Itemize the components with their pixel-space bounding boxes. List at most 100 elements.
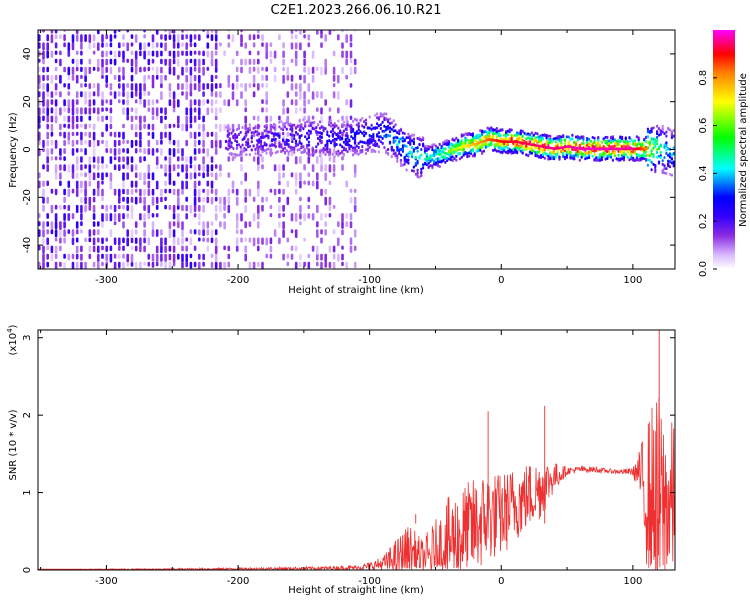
spectrogram-cell [275,151,277,154]
spectrogram-cell [80,91,83,97]
spectrogram-cell [76,221,79,229]
spectrogram-cell [173,229,176,237]
spectrogram-cell [219,42,222,46]
spectrogram-cell [575,143,577,146]
spectrogram-cell [324,67,327,75]
spectrogram-cell [211,221,214,226]
spectrogram-cell [332,128,334,131]
spectrogram-cell [606,136,608,139]
spectrogram-cell [404,138,406,141]
spectrogram-cell [275,145,277,148]
spectrogram-cell [230,153,232,156]
colorbar-label: Normalized spectral amplitude [738,73,749,227]
spectrogram-cell [80,140,83,146]
spectrogram-cell [337,238,340,247]
spectrogram-cell [345,148,347,151]
spectrogram-cell [673,146,675,149]
spectrogram-ridge-cell [465,145,467,148]
spectrogram-cell [59,148,62,156]
spectrogram-cell [63,254,66,259]
spectrogram-cell [80,205,83,213]
spectrogram-cell [93,91,96,96]
spectrogram-cell [249,126,251,129]
spectrogram-cell [93,229,96,235]
spectrogram-cell [569,151,571,154]
spectrogram-cell [68,189,71,197]
spectrogram-cell [236,238,239,246]
spectrogram-cell [55,205,58,210]
spectrogram-cell [288,123,290,126]
spectrogram-cell [164,164,167,173]
spectrogram-cell [329,197,332,205]
spectrogram-cell [459,152,461,155]
spectrogram-cell [46,156,49,163]
spectrogram-cell [156,107,159,116]
spectrogram-cell [656,151,658,154]
spectrogram-cell [326,142,328,145]
spectrogram-cell [372,133,374,136]
spectrogram-cell [317,123,319,126]
spectrogram-cell [160,246,163,254]
spectrogram-cell [72,67,75,75]
spectrogram-cell [593,153,595,156]
spectrogram-cell [261,238,264,245]
spectrogram-cell [169,164,172,172]
spectrogram-cell [84,181,87,190]
spectrogram-cell [198,34,201,41]
spectrogram-cell [101,132,104,137]
spectrogram-cell [110,99,113,105]
spectrogram-cell [126,156,129,165]
spectrogram-cell [177,83,180,90]
spectrogram-cell [647,164,649,167]
spectrogram-cell [126,83,129,88]
spectrogram-cell [207,42,210,48]
spectrogram-cell [84,172,87,177]
spectrogram-cell [265,134,267,137]
spectrogram-cell [245,153,247,156]
spectrogram-cell [181,189,184,195]
spectrogram-cell [228,197,231,205]
spectrogram-cell [194,59,197,67]
spectrogram-cell [345,128,347,131]
spectrogram-cell [211,132,214,137]
spectrogram-cell [110,132,113,137]
spectrogram-cell [240,153,242,156]
spectrogram-cell [148,91,151,96]
spectrogram-cell [80,67,83,72]
spectrogram-cell [135,116,138,120]
spectrogram-cell [93,262,96,268]
spectrogram-cell [105,140,108,148]
spectrogram-cell [76,67,79,72]
spectrogram-cell [341,116,344,121]
x-tick-label: 100 [623,275,642,286]
spectrogram-cell [303,59,306,66]
spectrogram-cell [547,138,549,141]
spectrogram-cell [215,254,218,262]
spectrogram-cell [101,254,104,259]
spectrogram-cell [253,34,256,40]
spectrogram-cell [312,213,315,220]
spectrogram-cell [46,254,49,260]
spectrogram-cell [277,150,279,153]
spectrogram-cell [228,262,231,268]
spectrogram-cell [647,153,649,156]
spectrogram-cell [139,262,142,269]
spectrogram-cell [223,221,226,229]
spectrogram-cell [97,156,100,164]
spectrogram-cell [114,91,117,99]
spectrogram-cell [228,42,231,47]
spectrogram-cell [295,189,298,195]
spectrogram-cell [418,143,420,146]
colorbar-gradient [713,30,735,269]
spectrogram-cell [190,205,193,214]
spectrogram-cell [228,34,231,39]
spectrogram-cell [647,128,649,131]
spectrogram-cell [333,172,336,177]
spectrogram-cell [422,138,424,141]
spectrogram-cell [658,162,660,165]
spectrogram-cell [507,133,509,136]
spectrogram-cell [274,75,277,82]
spectrogram-cell [198,181,201,186]
spectrogram-cell [177,164,180,169]
x-tick-label: -200 [227,275,250,286]
